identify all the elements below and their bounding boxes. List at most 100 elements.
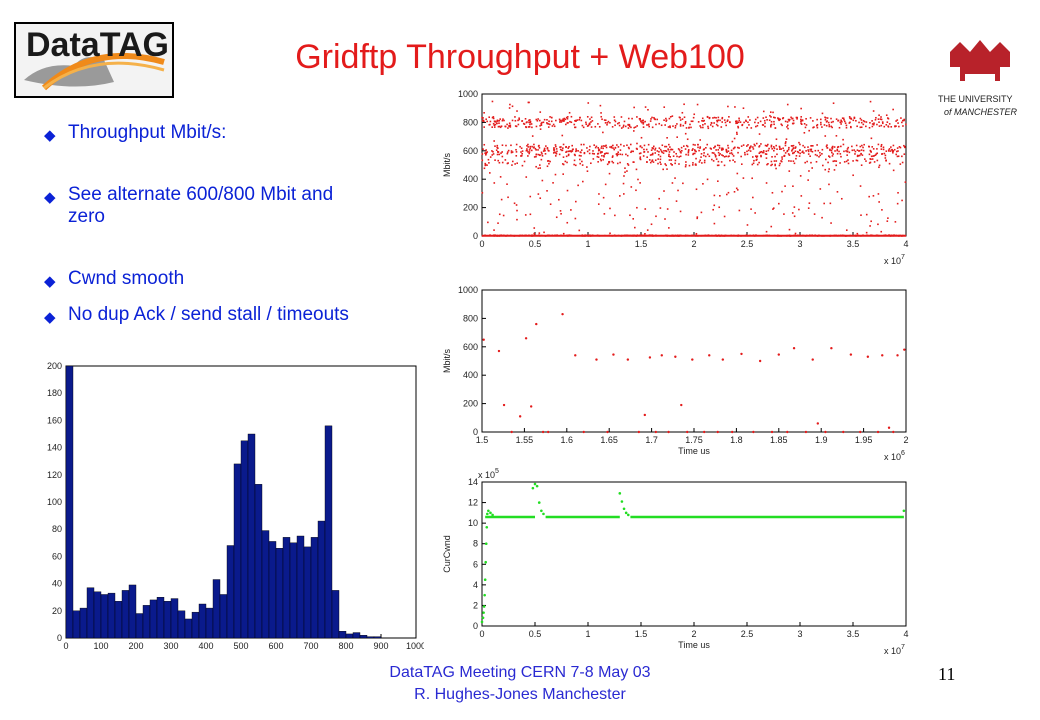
data-point: [577, 184, 579, 187]
data-point: [771, 147, 773, 150]
data-point: [734, 161, 736, 163]
x-tick-label: 900: [373, 641, 388, 651]
data-point: [619, 195, 621, 197]
data-point: [541, 155, 544, 157]
data-point: [775, 144, 778, 147]
data-point: [828, 124, 831, 126]
data-point: [515, 151, 518, 153]
data-point: [755, 142, 758, 145]
data-point: [562, 156, 565, 158]
y-tick-label: 1000: [458, 285, 478, 295]
data-point: [693, 149, 696, 151]
data-point: [483, 143, 486, 146]
data-point: [605, 152, 608, 155]
data-point: [835, 160, 838, 162]
x-axis-multiplier-base: x 10: [884, 452, 901, 462]
data-point: [871, 158, 874, 160]
data-point: [579, 151, 582, 153]
data-point: [543, 148, 546, 151]
data-point: [714, 145, 717, 148]
y-tick-label: 4: [473, 580, 478, 590]
data-point: [668, 155, 670, 157]
data-point: [597, 156, 600, 158]
data-point: [540, 158, 543, 161]
data-point: [722, 148, 724, 151]
data-point: [674, 177, 676, 179]
data-point: [807, 207, 810, 209]
data-point: [694, 150, 697, 152]
university-name-line2: of MANCHESTER: [944, 107, 1018, 117]
data-point: [548, 162, 550, 165]
data-point: [484, 164, 487, 167]
data-point: [679, 125, 682, 127]
data-point: [706, 115, 709, 118]
data-point: [489, 120, 492, 123]
data-point: [878, 201, 880, 203]
x-tick-label: 300: [163, 641, 178, 651]
data-point: [791, 150, 793, 152]
datatag-logo-text: DataTAG: [26, 26, 169, 64]
data-point: [503, 119, 505, 122]
data-point: [794, 150, 797, 153]
data-point: [762, 150, 765, 152]
data-point: [608, 160, 611, 163]
data-point: [633, 130, 635, 132]
data-point: [713, 116, 716, 119]
data-point: [869, 100, 872, 103]
data-point: [588, 122, 591, 125]
data-point: [780, 160, 782, 162]
data-point: [860, 152, 862, 155]
data-point: [772, 116, 775, 119]
data-point: [552, 182, 554, 184]
x-axis-multiplier-base: x 10: [884, 256, 901, 266]
data-point: [751, 163, 754, 166]
bullet-text: No dup Ack / send stall / timeouts: [68, 304, 349, 325]
x-tick-label: 3: [797, 239, 802, 249]
data-point: [800, 119, 803, 122]
data-point: [531, 145, 533, 148]
data-point: [840, 120, 843, 123]
data-point: [566, 117, 569, 120]
data-point: [725, 150, 728, 153]
data-point: [732, 159, 734, 162]
data-point: [624, 511, 628, 515]
data-point: [765, 145, 768, 147]
data-point: [660, 163, 662, 166]
data-point: [794, 147, 797, 149]
data-point: [715, 149, 717, 151]
y-tick-label: 1000: [458, 89, 478, 99]
data-point: [684, 148, 687, 150]
data-point: [642, 121, 645, 124]
data-point: [547, 160, 550, 162]
data-point: [482, 611, 485, 614]
data-point: [845, 124, 848, 127]
data-point: [669, 156, 672, 158]
data-point: [843, 161, 846, 163]
data-point: [524, 337, 528, 340]
data-point: [622, 124, 625, 127]
data-point: [616, 154, 619, 157]
data-point: [901, 161, 904, 164]
throughput-histogram: 0 100 200 300 400 500 600 700 800 900 100002040608…: [47, 361, 424, 651]
data-point: [751, 177, 753, 180]
data-point: [680, 403, 683, 407]
data-point: [539, 128, 542, 130]
data-point: [727, 144, 729, 147]
data-point: [882, 122, 884, 125]
data-point: [729, 152, 731, 155]
data-point: [810, 148, 813, 151]
university-of-manchester-logo: THE UNIVERSITY of MANCHESTER: [938, 40, 1018, 117]
data-point: [893, 148, 896, 151]
histogram-bars: [65, 365, 382, 639]
data-point: [748, 147, 751, 150]
data-point: [671, 182, 674, 184]
data-point: [628, 147, 630, 150]
data-point: [853, 117, 856, 120]
data-point: [858, 154, 861, 157]
data-point: [538, 119, 541, 122]
histogram-bar: [352, 632, 361, 639]
data-point: [832, 160, 835, 163]
data-point: [716, 164, 719, 167]
x-tick-label: 2.5: [741, 629, 754, 639]
data-point: [682, 124, 685, 127]
